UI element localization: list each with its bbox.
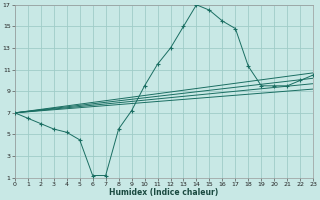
- X-axis label: Humidex (Indice chaleur): Humidex (Indice chaleur): [109, 188, 219, 197]
